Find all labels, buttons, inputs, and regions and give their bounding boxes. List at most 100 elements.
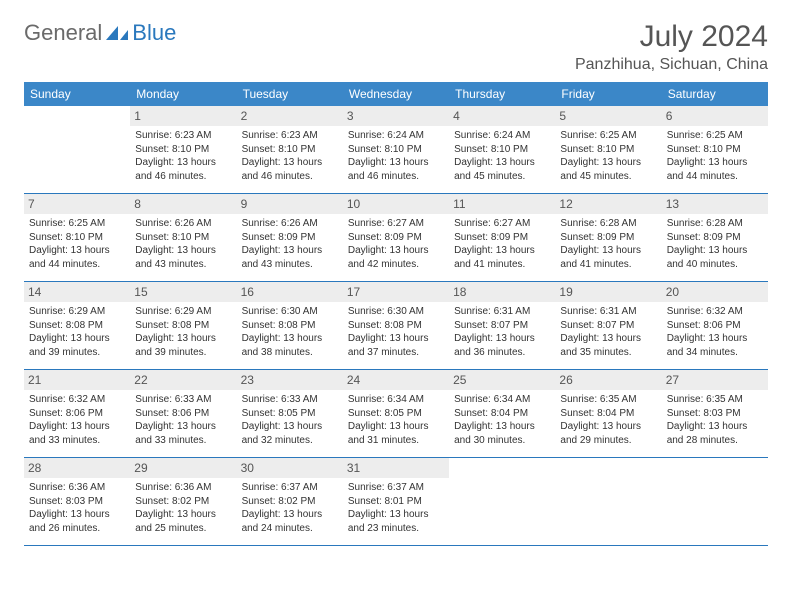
day-cell: 6Sunrise: 6:25 AMSunset: 8:10 PMDaylight…: [662, 106, 768, 193]
logo-text-blue: Blue: [132, 20, 176, 46]
day-number: 15: [130, 282, 236, 302]
daylight-line: Daylight: 13 hours and 45 minutes.: [560, 156, 656, 183]
day-cell: 4Sunrise: 6:24 AMSunset: 8:10 PMDaylight…: [449, 106, 555, 193]
day-number: 27: [662, 370, 768, 390]
day-header-cell: Monday: [130, 82, 236, 106]
sunset-line: Sunset: 8:10 PM: [135, 231, 231, 245]
day-cell: 11Sunrise: 6:27 AMSunset: 8:09 PMDayligh…: [449, 194, 555, 281]
day-number: 24: [343, 370, 449, 390]
sunset-line: Sunset: 8:02 PM: [135, 495, 231, 509]
sunset-line: Sunset: 8:05 PM: [348, 407, 444, 421]
day-cell: 20Sunrise: 6:32 AMSunset: 8:06 PMDayligh…: [662, 282, 768, 369]
day-cell: 12Sunrise: 6:28 AMSunset: 8:09 PMDayligh…: [555, 194, 661, 281]
sunset-line: Sunset: 8:07 PM: [454, 319, 550, 333]
day-cell: 25Sunrise: 6:34 AMSunset: 8:04 PMDayligh…: [449, 370, 555, 457]
day-cell: 27Sunrise: 6:35 AMSunset: 8:03 PMDayligh…: [662, 370, 768, 457]
daylight-line: Daylight: 13 hours and 43 minutes.: [242, 244, 338, 271]
sunset-line: Sunset: 8:09 PM: [667, 231, 763, 245]
daylight-line: Daylight: 13 hours and 39 minutes.: [29, 332, 125, 359]
sunrise-line: Sunrise: 6:33 AM: [135, 393, 231, 407]
sunset-line: Sunset: 8:10 PM: [454, 143, 550, 157]
sunrise-line: Sunrise: 6:36 AM: [29, 481, 125, 495]
sunset-line: Sunset: 8:09 PM: [348, 231, 444, 245]
sunrise-line: Sunrise: 6:31 AM: [454, 305, 550, 319]
daylight-line: Daylight: 13 hours and 37 minutes.: [348, 332, 444, 359]
daylight-line: Daylight: 13 hours and 32 minutes.: [242, 420, 338, 447]
logo-sail-icon: [104, 24, 130, 42]
daylight-line: Daylight: 13 hours and 46 minutes.: [242, 156, 338, 183]
day-header-cell: Friday: [555, 82, 661, 106]
day-cell: 22Sunrise: 6:33 AMSunset: 8:06 PMDayligh…: [130, 370, 236, 457]
day-cell: 23Sunrise: 6:33 AMSunset: 8:05 PMDayligh…: [237, 370, 343, 457]
sunrise-line: Sunrise: 6:32 AM: [29, 393, 125, 407]
day-number: 9: [237, 194, 343, 214]
day-number: 13: [662, 194, 768, 214]
sunrise-line: Sunrise: 6:37 AM: [242, 481, 338, 495]
sunset-line: Sunset: 8:08 PM: [348, 319, 444, 333]
day-cell: 8Sunrise: 6:26 AMSunset: 8:10 PMDaylight…: [130, 194, 236, 281]
sunrise-line: Sunrise: 6:30 AM: [242, 305, 338, 319]
day-cell: 18Sunrise: 6:31 AMSunset: 8:07 PMDayligh…: [449, 282, 555, 369]
sunrise-line: Sunrise: 6:27 AM: [454, 217, 550, 231]
sunset-line: Sunset: 8:01 PM: [348, 495, 444, 509]
day-header-cell: Thursday: [449, 82, 555, 106]
sunset-line: Sunset: 8:06 PM: [29, 407, 125, 421]
daylight-line: Daylight: 13 hours and 33 minutes.: [135, 420, 231, 447]
day-cell: 21Sunrise: 6:32 AMSunset: 8:06 PMDayligh…: [24, 370, 130, 457]
day-number: 10: [343, 194, 449, 214]
sunrise-line: Sunrise: 6:28 AM: [667, 217, 763, 231]
sunset-line: Sunset: 8:03 PM: [29, 495, 125, 509]
sunrise-line: Sunrise: 6:37 AM: [348, 481, 444, 495]
day-cell: .: [662, 458, 768, 545]
sunrise-line: Sunrise: 6:34 AM: [348, 393, 444, 407]
day-number: 14: [24, 282, 130, 302]
daylight-line: Daylight: 13 hours and 23 minutes.: [348, 508, 444, 535]
day-number: 20: [662, 282, 768, 302]
day-cell: 15Sunrise: 6:29 AMSunset: 8:08 PMDayligh…: [130, 282, 236, 369]
day-cell: 3Sunrise: 6:24 AMSunset: 8:10 PMDaylight…: [343, 106, 449, 193]
sunset-line: Sunset: 8:07 PM: [560, 319, 656, 333]
header: General Blue July 2024 Panzhihua, Sichua…: [24, 20, 768, 74]
day-number: 4: [449, 106, 555, 126]
sunset-line: Sunset: 8:09 PM: [454, 231, 550, 245]
sunrise-line: Sunrise: 6:25 AM: [560, 129, 656, 143]
daylight-line: Daylight: 13 hours and 25 minutes.: [135, 508, 231, 535]
day-cell: .: [555, 458, 661, 545]
sunset-line: Sunset: 8:10 PM: [135, 143, 231, 157]
calendar: SundayMondayTuesdayWednesdayThursdayFrid…: [24, 82, 768, 546]
week-row: 21Sunrise: 6:32 AMSunset: 8:06 PMDayligh…: [24, 370, 768, 458]
sunset-line: Sunset: 8:06 PM: [667, 319, 763, 333]
sunrise-line: Sunrise: 6:24 AM: [348, 129, 444, 143]
day-cell: 30Sunrise: 6:37 AMSunset: 8:02 PMDayligh…: [237, 458, 343, 545]
sunrise-line: Sunrise: 6:24 AM: [454, 129, 550, 143]
day-number: 12: [555, 194, 661, 214]
day-cell: 19Sunrise: 6:31 AMSunset: 8:07 PMDayligh…: [555, 282, 661, 369]
daylight-line: Daylight: 13 hours and 39 minutes.: [135, 332, 231, 359]
sunrise-line: Sunrise: 6:35 AM: [667, 393, 763, 407]
sunrise-line: Sunrise: 6:32 AM: [667, 305, 763, 319]
sunset-line: Sunset: 8:10 PM: [242, 143, 338, 157]
day-cell: .: [24, 106, 130, 193]
day-number: 31: [343, 458, 449, 478]
day-number: 2: [237, 106, 343, 126]
day-cell: 14Sunrise: 6:29 AMSunset: 8:08 PMDayligh…: [24, 282, 130, 369]
day-number: 25: [449, 370, 555, 390]
sunset-line: Sunset: 8:10 PM: [348, 143, 444, 157]
day-number: 3: [343, 106, 449, 126]
sunrise-line: Sunrise: 6:34 AM: [454, 393, 550, 407]
sunrise-line: Sunrise: 6:25 AM: [29, 217, 125, 231]
daylight-line: Daylight: 13 hours and 42 minutes.: [348, 244, 444, 271]
daylight-line: Daylight: 13 hours and 29 minutes.: [560, 420, 656, 447]
day-number: 19: [555, 282, 661, 302]
daylight-line: Daylight: 13 hours and 35 minutes.: [560, 332, 656, 359]
sunset-line: Sunset: 8:02 PM: [242, 495, 338, 509]
title-block: July 2024 Panzhihua, Sichuan, China: [575, 20, 768, 74]
logo: General Blue: [24, 20, 176, 46]
daylight-line: Daylight: 13 hours and 24 minutes.: [242, 508, 338, 535]
day-cell: .: [449, 458, 555, 545]
day-cell: 7Sunrise: 6:25 AMSunset: 8:10 PMDaylight…: [24, 194, 130, 281]
sunrise-line: Sunrise: 6:35 AM: [560, 393, 656, 407]
day-cell: 26Sunrise: 6:35 AMSunset: 8:04 PMDayligh…: [555, 370, 661, 457]
sunrise-line: Sunrise: 6:30 AM: [348, 305, 444, 319]
day-cell: 17Sunrise: 6:30 AMSunset: 8:08 PMDayligh…: [343, 282, 449, 369]
